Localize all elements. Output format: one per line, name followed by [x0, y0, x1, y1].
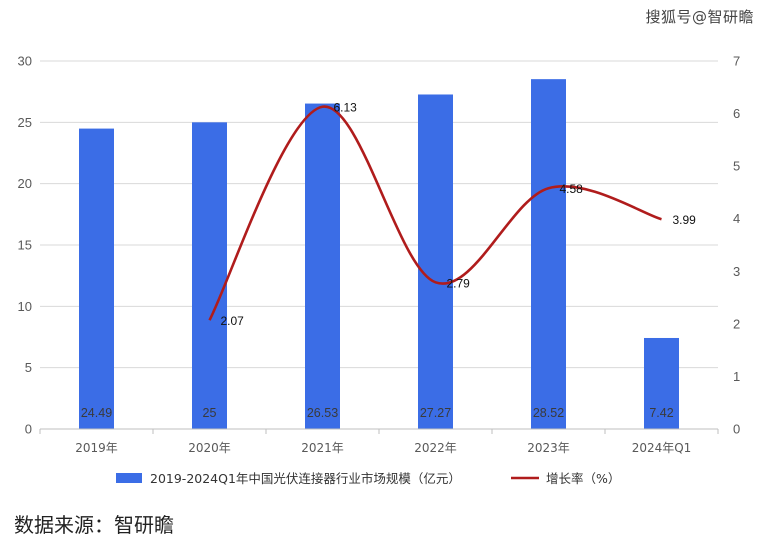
left-tick-label: 15 [18, 238, 32, 253]
bar-data-label: 24.49 [81, 406, 112, 420]
right-tick-label: 4 [733, 211, 740, 226]
line-data-label: 2.79 [447, 276, 471, 290]
grid-lines [40, 60, 718, 369]
x-tick-label: 2023年 [527, 441, 570, 455]
left-tick-label: 25 [18, 115, 32, 130]
line-data-label: 2.07 [221, 314, 245, 328]
bar-data-label: 28.52 [533, 406, 564, 420]
growth-line [208, 105, 662, 321]
left-tick-label: 20 [18, 176, 32, 191]
right-tick-label: 0 [733, 422, 740, 437]
right-tick-label: 1 [733, 369, 740, 384]
line-data-label: 4.58 [560, 182, 584, 196]
bar [531, 79, 566, 429]
bar [79, 128, 114, 429]
bar [644, 337, 679, 429]
right-tick-label: 6 [733, 106, 740, 121]
right-y-axis: 0 1 2 3 4 5 6 7 [733, 54, 740, 437]
legend-bar-label: 2019-2024Q1年中国光伏连接器行业市场规模（亿元） [150, 471, 461, 486]
bar-data-label: 7.42 [649, 406, 673, 420]
left-tick-label: 0 [25, 422, 32, 437]
left-y-axis: 0 5 10 15 20 25 30 [18, 54, 32, 437]
bar-series: 24.49 25 26.53 27.27 28.52 7.42 [79, 79, 679, 429]
watermark: 搜狐号@智研瞻 [645, 8, 754, 26]
left-tick-label: 30 [18, 54, 32, 69]
legend-line-label: 增长率（%） [546, 471, 620, 486]
left-tick-label: 5 [25, 360, 32, 375]
right-tick-label: 3 [733, 264, 740, 279]
x-axis: 2019年 2020年 2021年 2022年 2023年 2024年Q1 [39, 428, 719, 455]
bar-data-label: 25 [203, 406, 217, 420]
x-tick-label: 2024年Q1 [632, 441, 692, 455]
bar [418, 94, 453, 429]
growth-line-series: 2.07 6.13 2.79 4.58 3.99 [208, 101, 697, 328]
left-tick-label: 10 [18, 299, 32, 314]
bar [305, 103, 340, 429]
right-tick-label: 7 [733, 54, 740, 69]
line-data-label: 6.13 [334, 101, 358, 115]
legend-bar-swatch [116, 473, 142, 483]
line-data-label: 3.99 [673, 213, 697, 227]
x-tick-label: 2021年 [301, 441, 344, 455]
x-tick-label: 2022年 [414, 441, 457, 455]
bar [192, 122, 227, 429]
legend: 2019-2024Q1年中国光伏连接器行业市场规模（亿元） 增长率（%） [116, 471, 620, 486]
right-tick-label: 5 [733, 159, 740, 174]
bar-data-label: 27.27 [420, 406, 451, 420]
x-tick-label: 2019年 [75, 441, 118, 455]
source-note: 数据来源：智研瞻 [14, 513, 174, 537]
right-tick-label: 2 [733, 316, 740, 331]
bar-data-label: 26.53 [307, 406, 338, 420]
x-tick-label: 2020年 [188, 441, 231, 455]
